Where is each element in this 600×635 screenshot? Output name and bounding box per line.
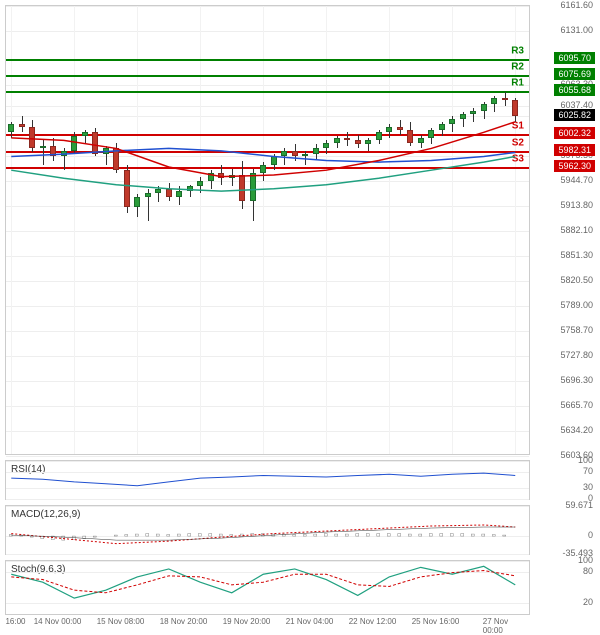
- y-tick: 5789.00: [560, 300, 593, 310]
- sr-line-R2: [6, 75, 529, 77]
- y-tick: 5696.30: [560, 375, 593, 385]
- sr-label-R3: R3: [511, 46, 524, 57]
- macd-y-axis: -35.493059.671: [530, 505, 595, 555]
- price-y-axis: 6161.606131.006095.706075.696063.306055.…: [530, 5, 595, 455]
- x-tick: 18 Nov 20:00: [160, 617, 208, 626]
- sr-label-R2: R2: [511, 62, 524, 73]
- rsi-panel[interactable]: RSI(14): [5, 460, 530, 500]
- macd-panel[interactable]: MACD(12,26,9): [5, 505, 530, 555]
- sub-y-tick: 0: [588, 530, 593, 540]
- x-tick: 27 Nov 00:00: [483, 617, 515, 635]
- time-x-axis: 16:00 14 Nov 00:00 15 Nov 08:00 18 Nov 20:0…: [5, 617, 530, 632]
- chart-container: R3 R2 R1 S1 S2 S3 6161.60 6131.00 6095.70 6075.6…: [0, 0, 600, 634]
- sub-y-tick: 80: [583, 566, 593, 576]
- y-tick: 5665.70: [560, 400, 593, 410]
- x-tick: 25 Nov 16:00: [412, 617, 460, 626]
- y-tick: 6161.60: [560, 0, 593, 10]
- x-tick: 15 Nov 08:00: [97, 617, 145, 626]
- y-tick: 5634.20: [560, 425, 593, 435]
- price-tag-last: 6025.82: [554, 109, 595, 121]
- y-tick: 5727.80: [560, 350, 593, 360]
- x-tick: 14 Nov 00:00: [34, 617, 82, 626]
- x-tick: 19 Nov 20:00: [223, 617, 271, 626]
- stoch-y-axis: 2080100: [530, 560, 595, 615]
- price-tag-R3: 6095.70: [554, 52, 595, 64]
- y-tick: 5820.50: [560, 275, 593, 285]
- price-tag-S2: 5982.31: [554, 144, 595, 156]
- sub-y-tick: 59.671: [565, 500, 593, 510]
- y-tick: 5851.30: [560, 250, 593, 260]
- y-tick: 5913.80: [560, 200, 593, 210]
- stoch-panel[interactable]: Stoch(9,6,3): [5, 560, 530, 615]
- stoch-label: Stoch(9,6,3): [11, 564, 65, 575]
- sr-label-S1: S1: [512, 121, 524, 132]
- y-tick: 5944.70: [560, 175, 593, 185]
- sr-line-R3: [6, 59, 529, 61]
- price-tag-R1: 6055.68: [554, 84, 595, 96]
- price-tag-S1: 6002.32: [554, 127, 595, 139]
- price-chart[interactable]: R3 R2 R1 S1 S2 S3: [5, 5, 530, 455]
- rsi-y-axis: 03070100: [530, 460, 595, 500]
- y-tick: 5882.10: [560, 225, 593, 235]
- x-tick: 16:00: [5, 617, 25, 626]
- sr-line-S3: [6, 167, 529, 169]
- x-tick: 22 Nov 12:00: [349, 617, 397, 626]
- y-tick: 6131.00: [560, 25, 593, 35]
- sub-y-tick: 100: [578, 455, 593, 465]
- sub-y-tick: 20: [583, 597, 593, 607]
- sr-line-S2: [6, 151, 529, 153]
- sub-y-tick: 70: [583, 466, 593, 476]
- x-tick: 21 Nov 04:00: [286, 617, 334, 626]
- sr-label-S2: S2: [512, 137, 524, 148]
- sr-label-R1: R1: [511, 78, 524, 89]
- sr-line-R1: [6, 91, 529, 93]
- price-tag-R2: 6075.69: [554, 68, 595, 80]
- price-tag-S3: 5962.30: [554, 160, 595, 172]
- macd-label: MACD(12,26,9): [11, 509, 80, 520]
- y-tick: 5758.70: [560, 325, 593, 335]
- sr-label-S3: S3: [512, 153, 524, 164]
- sub-y-tick: 100: [578, 555, 593, 565]
- sub-y-tick: 30: [583, 482, 593, 492]
